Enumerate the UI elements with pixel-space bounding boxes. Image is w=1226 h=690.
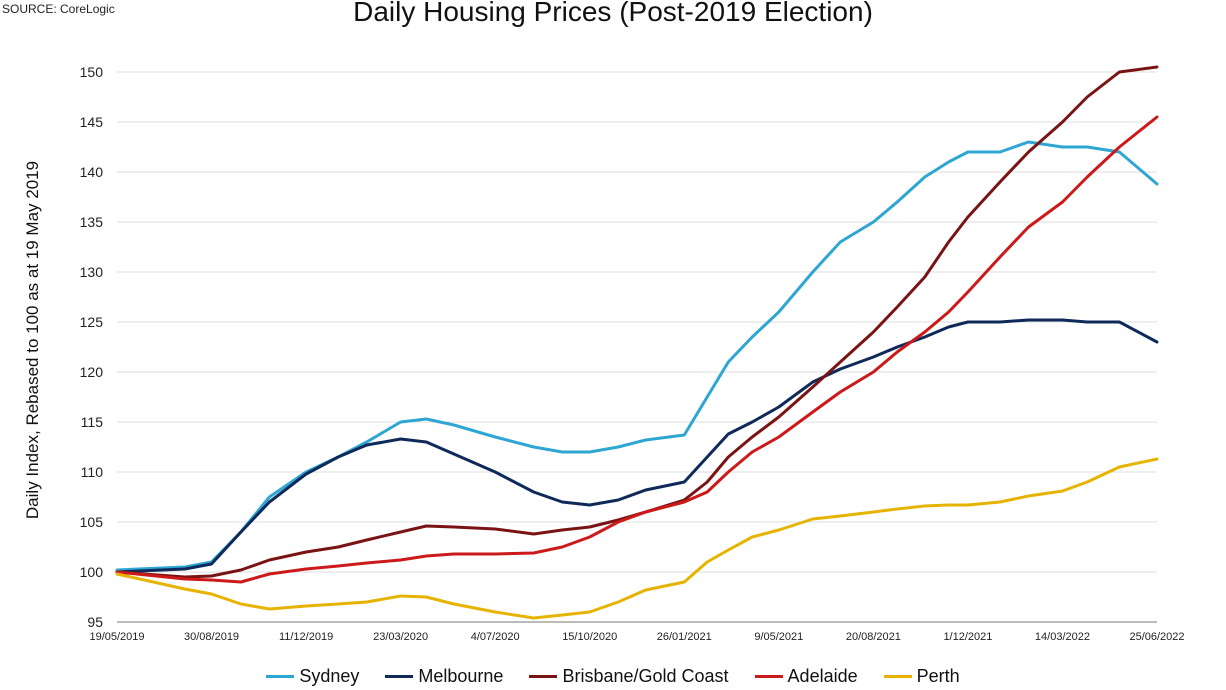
legend-swatch-melbourne (385, 675, 414, 678)
y-tick-label-135: 135 (80, 214, 104, 230)
legend-label-perth: Perth (916, 666, 960, 686)
x-tick-label-7: 9/05/2021 (754, 631, 803, 643)
legend-swatch-brisbane-gold-coast (529, 675, 558, 678)
line-chart: 95 100 105 110 115 120 125 130 135 140 145 150 19/05… (80, 64, 1185, 643)
x-tick-label-6: 26/01/2021 (657, 631, 712, 643)
legend-label-melbourne: Melbourne (418, 666, 504, 686)
source-note: SOURCE: CoreLogic (2, 2, 115, 16)
chart-title: Daily Housing Prices (Post-2019 Election… (353, 0, 873, 27)
series-line-brisbane-gold-coast (115, 65, 1159, 579)
legend-label-brisbane-gold-coast: Brisbane/Gold Coast (562, 666, 729, 686)
y-tick-label-140: 140 (80, 164, 104, 180)
chart-legend: Sydney Melbourne Brisbane/Gold Coast Adelai… (0, 666, 1226, 687)
x-tick-label-3: 23/03/2020 (373, 631, 428, 643)
x-tick-label-10: 14/03/2022 (1035, 631, 1090, 643)
legend-item-adelaide: Adelaide (754, 666, 858, 687)
x-tick-label-0: 19/05/2019 (89, 631, 144, 643)
y-tick-label-95: 95 (87, 614, 103, 630)
y-tick-label-150: 150 (80, 64, 104, 80)
x-tick-label-9: 1/12/2021 (943, 631, 992, 643)
legend-label-adelaide: Adelaide (787, 666, 858, 686)
x-tick-label-11: 25/06/2022 (1129, 631, 1184, 643)
y-tick-label-110: 110 (81, 464, 104, 480)
x-tick-label-2: 11/12/2019 (279, 631, 333, 643)
y-tick-label-130: 130 (80, 264, 104, 280)
x-tick-label-1: 30/08/2019 (184, 631, 239, 643)
legend-item-brisbane-gold-coast: Brisbane/Gold Coast (529, 666, 729, 687)
x-tick-label-8: 20/08/2021 (846, 631, 901, 643)
y-tick-label-125: 125 (80, 314, 104, 330)
series-line-melbourne (115, 318, 1159, 574)
y-tick-label-145: 145 (80, 114, 104, 130)
legend-swatch-perth (883, 675, 912, 678)
x-tick-label-4: 4/07/2020 (471, 631, 520, 643)
x-tick-label-5: 15/10/2020 (562, 631, 617, 643)
series-line-sydney (115, 140, 1159, 572)
series-line-adelaide (115, 115, 1159, 584)
y-tick-label-120: 120 (80, 364, 104, 380)
y-tick-label-115: 115 (81, 414, 104, 430)
legend-item-perth: Perth (883, 666, 960, 687)
legend-swatch-adelaide (754, 675, 783, 678)
legend-swatch-sydney (266, 675, 295, 678)
legend-item-sydney: Sydney (266, 666, 359, 687)
legend-label-sydney: Sydney (299, 666, 360, 686)
y-tick-label-100: 100 (80, 564, 104, 580)
legend-item-melbourne: Melbourne (385, 666, 503, 687)
series-line-perth (115, 457, 1159, 620)
y-tick-label-105: 105 (80, 514, 104, 530)
